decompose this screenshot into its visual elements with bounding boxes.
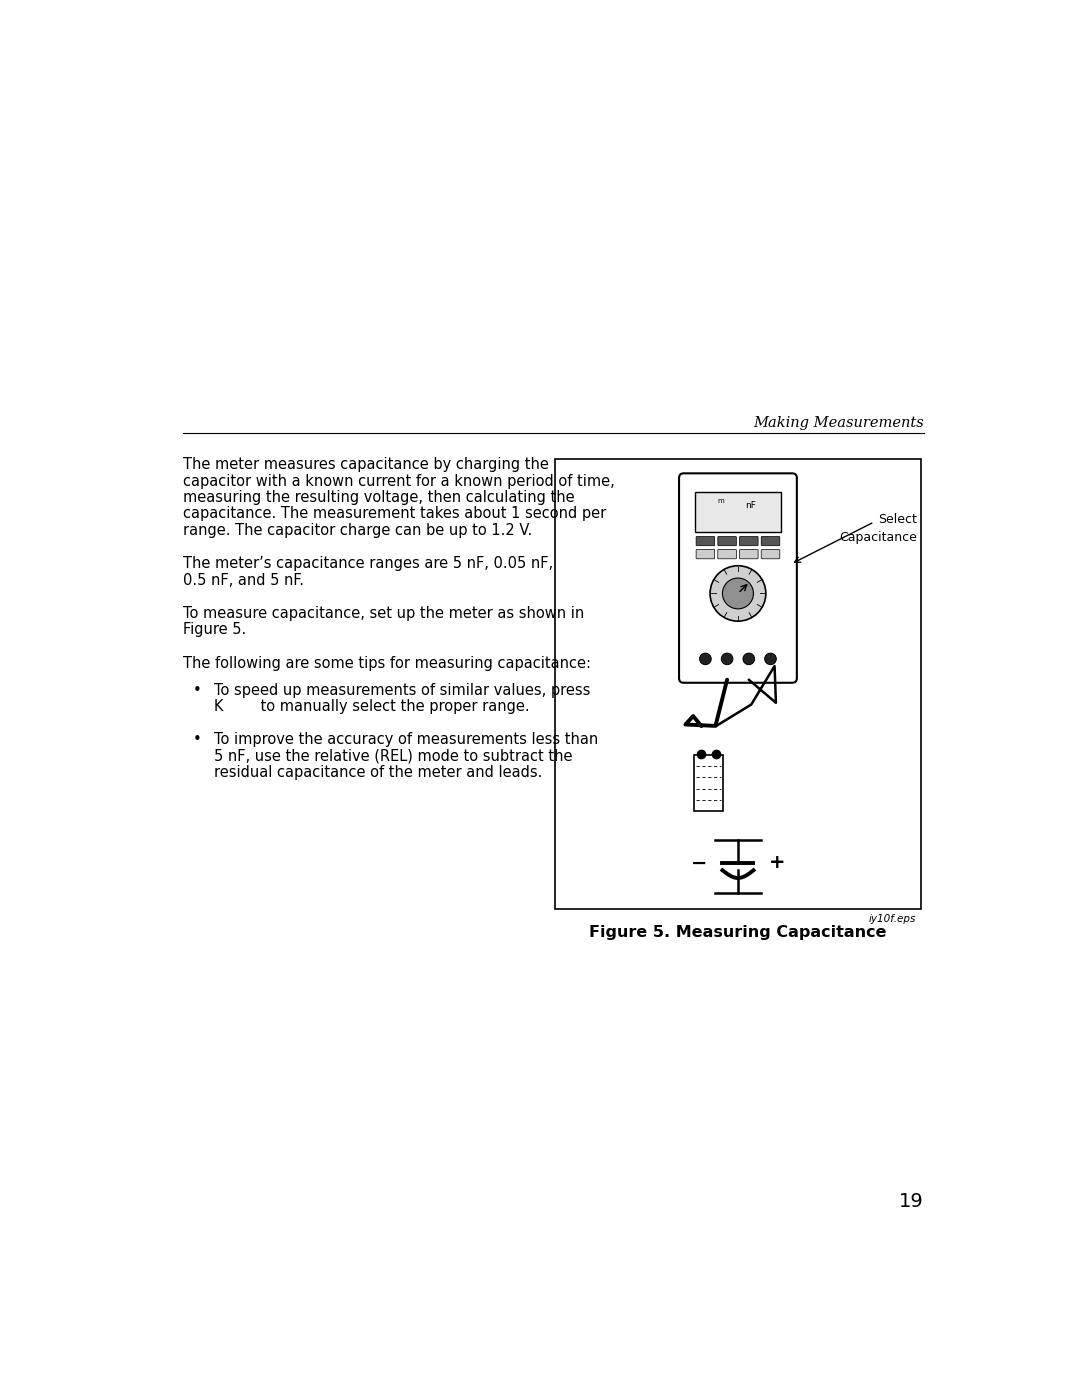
FancyBboxPatch shape xyxy=(718,549,737,559)
Text: Select: Select xyxy=(878,513,917,525)
FancyBboxPatch shape xyxy=(718,536,737,546)
Text: nF: nF xyxy=(745,502,756,510)
FancyBboxPatch shape xyxy=(761,549,780,559)
Text: 5 nF, use the relative (REL) mode to subtract the: 5 nF, use the relative (REL) mode to sub… xyxy=(214,749,572,764)
FancyBboxPatch shape xyxy=(679,474,797,683)
Bar xyxy=(694,492,781,532)
Text: capacitor with a known current for a known period of time,: capacitor with a known current for a kno… xyxy=(183,474,615,489)
Text: To speed up measurements of similar values, press: To speed up measurements of similar valu… xyxy=(214,683,591,697)
Text: iy10f.eps: iy10f.eps xyxy=(868,914,916,923)
FancyBboxPatch shape xyxy=(740,536,758,546)
Text: Capacitance: Capacitance xyxy=(839,531,917,543)
Text: capacitance. The measurement takes about 1 second per: capacitance. The measurement takes about… xyxy=(183,506,606,521)
Text: The following are some tips for measuring capacitance:: The following are some tips for measurin… xyxy=(183,655,591,671)
FancyBboxPatch shape xyxy=(740,549,758,559)
Text: K        to manually select the proper range.: K to manually select the proper range. xyxy=(214,698,529,714)
Circle shape xyxy=(721,654,733,665)
Text: +: + xyxy=(769,854,785,873)
Circle shape xyxy=(700,654,712,665)
FancyBboxPatch shape xyxy=(697,549,715,559)
Circle shape xyxy=(710,566,766,622)
Text: The meter’s capacitance ranges are 5 nF, 0.05 nF,: The meter’s capacitance ranges are 5 nF,… xyxy=(183,556,553,571)
Text: residual capacitance of the meter and leads.: residual capacitance of the meter and le… xyxy=(214,766,542,780)
FancyBboxPatch shape xyxy=(697,536,715,546)
Text: Making Measurements: Making Measurements xyxy=(753,416,924,430)
Text: The meter measures capacitance by charging the: The meter measures capacitance by chargi… xyxy=(183,457,549,472)
Circle shape xyxy=(723,578,754,609)
Text: range. The capacitor charge can be up to 1.2 V.: range. The capacitor charge can be up to… xyxy=(183,522,532,538)
Circle shape xyxy=(765,654,777,665)
Circle shape xyxy=(743,654,755,665)
Bar xyxy=(694,756,724,810)
Text: Figure 5.: Figure 5. xyxy=(183,622,246,637)
Bar xyxy=(555,458,921,909)
Text: −: − xyxy=(691,854,707,873)
Text: 19: 19 xyxy=(900,1192,924,1211)
FancyBboxPatch shape xyxy=(761,536,780,546)
Text: •: • xyxy=(193,732,202,747)
Text: Figure 5. Measuring Capacitance: Figure 5. Measuring Capacitance xyxy=(590,925,887,940)
Text: To improve the accuracy of measurements less than: To improve the accuracy of measurements … xyxy=(214,732,598,747)
Text: m: m xyxy=(717,497,724,504)
Text: To measure capacitance, set up the meter as shown in: To measure capacitance, set up the meter… xyxy=(183,606,584,620)
Text: 0.5 nF, and 5 nF.: 0.5 nF, and 5 nF. xyxy=(183,573,305,588)
Text: measuring the resulting voltage, then calculating the: measuring the resulting voltage, then ca… xyxy=(183,490,575,504)
Text: •: • xyxy=(193,683,202,697)
